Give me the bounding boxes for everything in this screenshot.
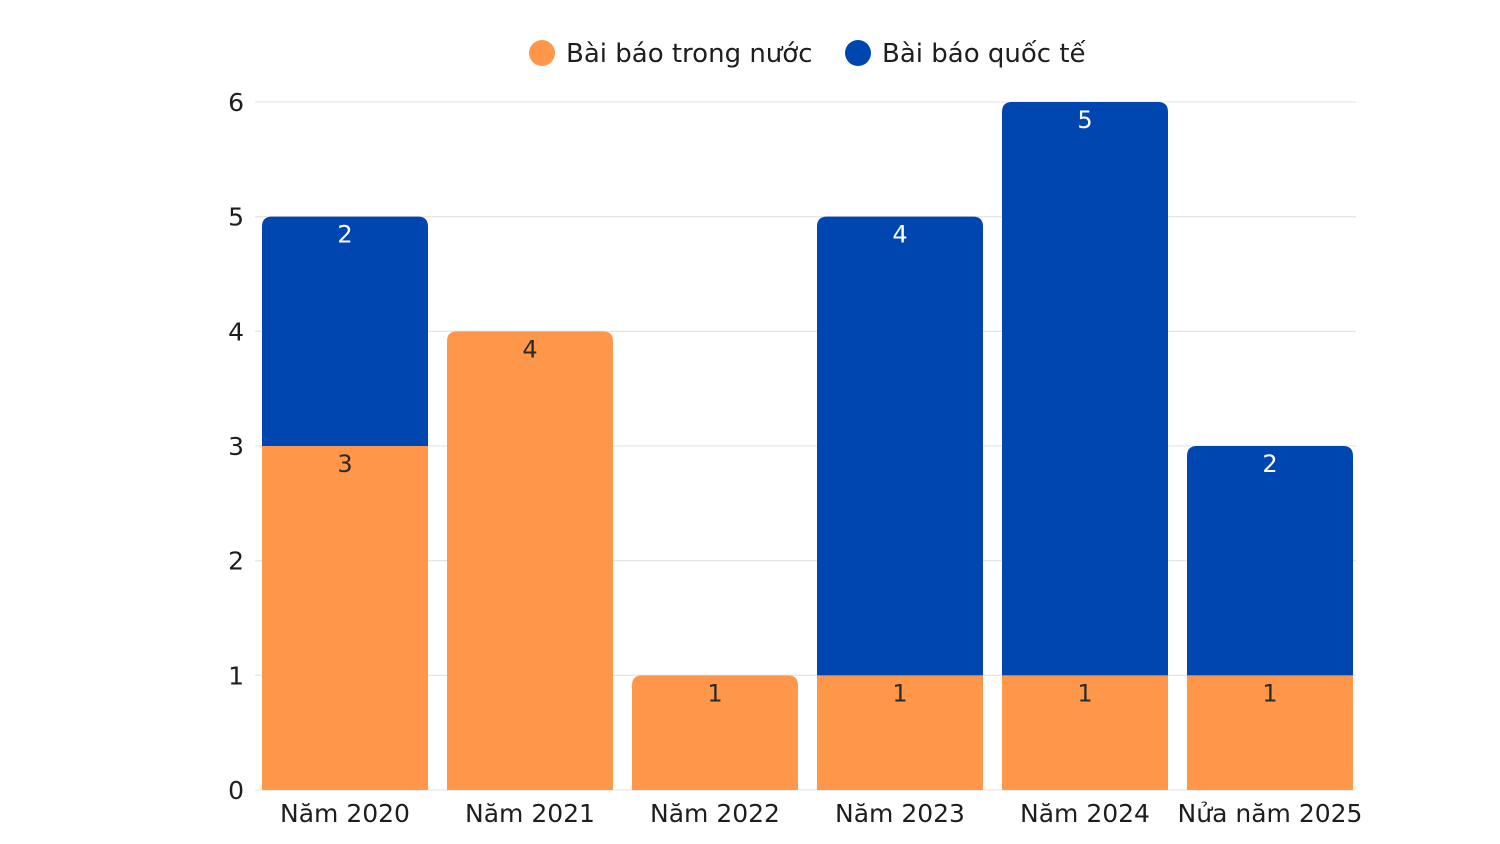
data-label-bai-bao-quoc-te-nam-2023: 4 [892, 221, 907, 249]
legend-item-bai-bao-quoc-te: Bài báo quốc tế [845, 39, 1086, 69]
y-tick-label: 3 [228, 432, 244, 461]
data-labels: 3 2 4 1 1 4 1 5 1 2 [337, 106, 1277, 707]
legend-swatch [529, 40, 555, 66]
y-tick-label: 1 [228, 661, 244, 690]
bar-bai-bao-trong-nuoc-nam-2023 [817, 675, 983, 790]
bar-bai-bao-trong-nuoc-nam-2021 [447, 331, 613, 790]
bar-bai-bao-trong-nuoc-nam-2022 [632, 675, 798, 790]
x-tick-label: Năm 2021 [465, 799, 595, 828]
bar-bai-bao-trong-nuoc-nua-nam-2025 [1187, 675, 1353, 790]
y-tick-label: 6 [228, 88, 244, 117]
data-label-bai-bao-trong-nuoc-nua-nam-2025: 1 [1262, 679, 1277, 707]
bar-bai-bao-quoc-te-nam-2020 [262, 216, 428, 446]
y-tick-label: 5 [228, 203, 244, 232]
y-tick-label: 0 [228, 776, 244, 805]
bar-bai-bao-trong-nuoc-nam-2020 [262, 446, 428, 790]
x-tick-label: Nửa năm 2025 [1178, 799, 1363, 828]
legend: Bài báo trong nước Bài báo quốc tế [529, 39, 1086, 69]
y-tick-label: 4 [228, 317, 244, 346]
data-label-bai-bao-trong-nuoc-nam-2024: 1 [1077, 679, 1092, 707]
data-label-bai-bao-trong-nuoc-nam-2023: 1 [892, 679, 907, 707]
data-label-bai-bao-quoc-te-nam-2020: 2 [337, 221, 352, 249]
data-label-bai-bao-quoc-te-nua-nam-2025: 2 [1262, 450, 1277, 478]
y-tick-label: 2 [228, 547, 244, 576]
bar-bai-bao-quoc-te-nam-2023 [817, 216, 983, 676]
x-tick-label: Năm 2020 [280, 799, 410, 828]
x-tick-label: Năm 2023 [835, 799, 965, 828]
bar-bai-bao-trong-nuoc-nam-2024 [1002, 675, 1168, 790]
bar-bai-bao-quoc-te-nam-2024 [1002, 102, 1168, 676]
legend-label: Bài báo trong nước [566, 39, 813, 69]
x-axis: Năm 2020 Năm 2021 Năm 2022 Năm 2023 Năm 2024… [280, 799, 1362, 828]
bar-bai-bao-quoc-te-nua-nam-2025 [1187, 446, 1353, 676]
data-label-bai-bao-quoc-te-nam-2024: 5 [1077, 106, 1092, 134]
y-axis: 0 1 2 3 4 5 6 [228, 88, 244, 805]
bars [262, 102, 1353, 790]
legend-item-bai-bao-trong-nuoc: Bài báo trong nước [529, 39, 813, 69]
x-tick-label: Năm 2024 [1020, 799, 1150, 828]
data-label-bai-bao-trong-nuoc-nam-2020: 3 [337, 450, 352, 478]
x-tick-label: Năm 2022 [650, 799, 780, 828]
data-label-bai-bao-trong-nuoc-nam-2022: 1 [707, 679, 722, 707]
legend-swatch [845, 40, 871, 66]
data-label-bai-bao-trong-nuoc-nam-2021: 4 [522, 335, 537, 363]
gridlines [255, 101, 1356, 791]
legend-label: Bài báo quốc tế [882, 39, 1086, 69]
